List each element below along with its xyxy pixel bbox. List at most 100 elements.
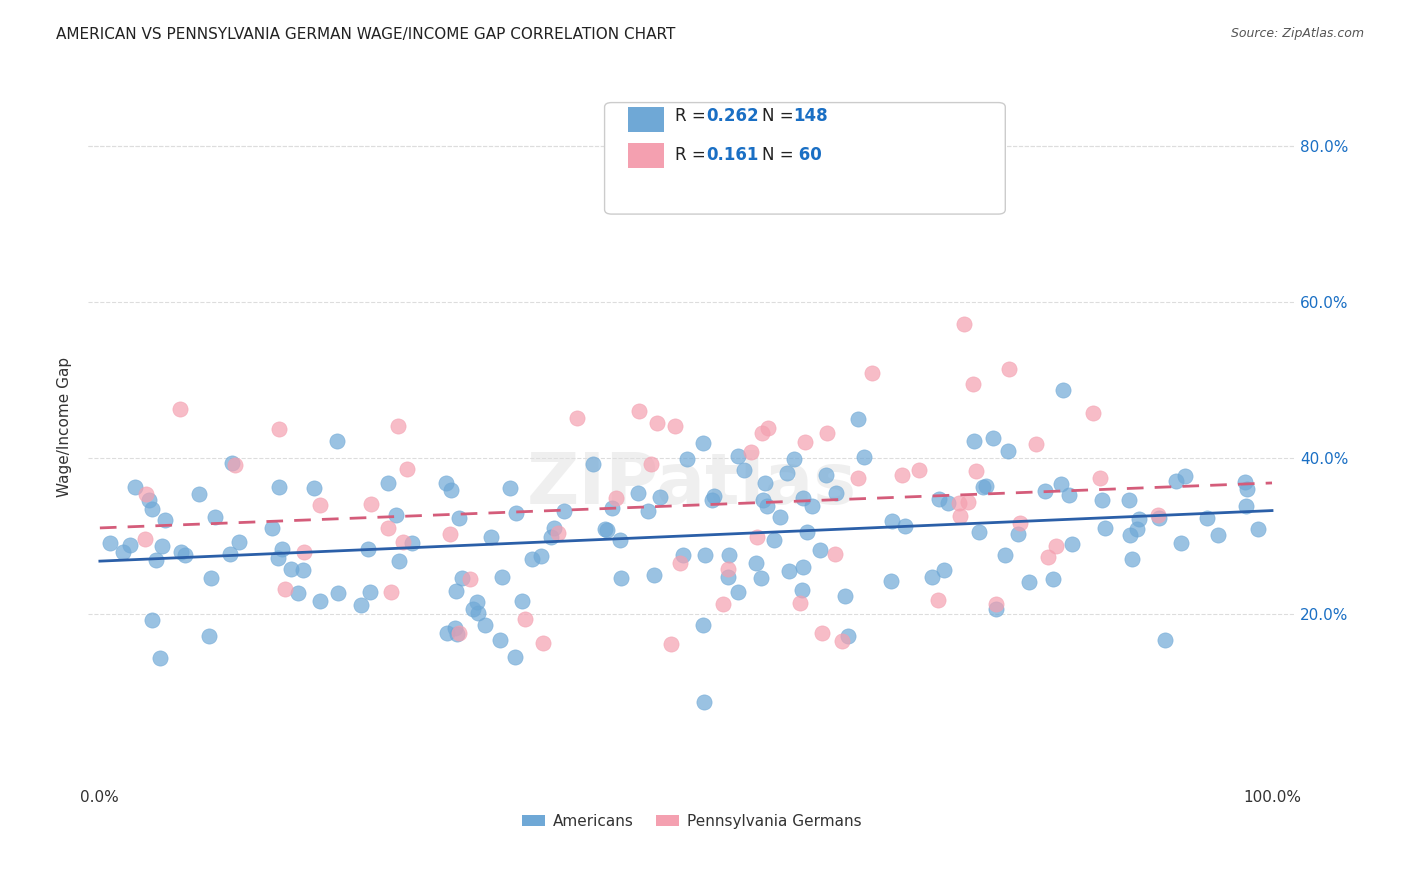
- Point: [1246, 522, 1268, 536]
- Point: [145, 553, 167, 567]
- Point: [219, 547, 242, 561]
- Point: [1119, 528, 1142, 542]
- Point: [794, 435, 817, 450]
- Point: [711, 598, 734, 612]
- Point: [124, 480, 146, 494]
- Point: [789, 596, 811, 610]
- Point: [439, 526, 461, 541]
- Point: [778, 565, 800, 579]
- Point: [461, 602, 484, 616]
- Point: [228, 535, 250, 549]
- Point: [908, 463, 931, 477]
- Point: [460, 572, 482, 586]
- Point: [949, 508, 972, 523]
- Point: [350, 598, 373, 612]
- Point: [224, 458, 246, 472]
- Point: [309, 594, 332, 608]
- Point: [965, 464, 987, 478]
- Point: [510, 593, 533, 607]
- Point: [928, 491, 950, 506]
- Point: [994, 548, 1017, 562]
- Point: [543, 521, 565, 535]
- Point: [880, 514, 903, 528]
- Point: [815, 467, 838, 482]
- Point: [676, 452, 699, 467]
- Point: [446, 584, 468, 599]
- Point: [377, 475, 399, 490]
- Point: [1121, 551, 1143, 566]
- Point: [197, 629, 219, 643]
- Point: [304, 481, 326, 495]
- Point: [141, 501, 163, 516]
- Point: [749, 571, 772, 585]
- Point: [174, 548, 197, 562]
- Point: [967, 525, 990, 540]
- Point: [540, 530, 562, 544]
- Point: [498, 481, 520, 495]
- Point: [1018, 575, 1040, 590]
- Point: [169, 545, 191, 559]
- Text: ZIPatlas: ZIPatlas: [527, 450, 856, 518]
- Point: [747, 530, 769, 544]
- Point: [645, 416, 668, 430]
- Point: [465, 595, 488, 609]
- Point: [664, 419, 686, 434]
- Point: [440, 483, 463, 497]
- Point: [763, 533, 786, 547]
- Point: [451, 571, 474, 585]
- Point: [637, 504, 659, 518]
- Point: [1147, 510, 1170, 524]
- Point: [610, 571, 633, 585]
- Point: [972, 479, 994, 493]
- Point: [1010, 516, 1032, 530]
- Point: [380, 585, 402, 599]
- Point: [824, 547, 846, 561]
- Point: [377, 521, 399, 535]
- Point: [149, 651, 172, 665]
- Point: [600, 500, 623, 515]
- Point: [1164, 474, 1187, 488]
- Point: [834, 589, 856, 603]
- Point: [974, 478, 997, 492]
- Point: [609, 533, 631, 548]
- Point: [325, 434, 347, 448]
- Point: [1236, 482, 1258, 496]
- Point: [1170, 535, 1192, 549]
- Point: [553, 504, 575, 518]
- Point: [669, 557, 692, 571]
- Point: [280, 562, 302, 576]
- Point: [474, 618, 496, 632]
- Point: [957, 495, 980, 509]
- Point: [309, 498, 332, 512]
- Point: [643, 568, 665, 582]
- Point: [986, 597, 1008, 611]
- Point: [792, 491, 814, 505]
- Point: [693, 548, 716, 562]
- Point: [627, 404, 650, 418]
- Point: [436, 626, 458, 640]
- Point: [801, 499, 824, 513]
- Point: [1033, 483, 1056, 498]
- Point: [769, 510, 792, 524]
- Point: [1091, 492, 1114, 507]
- Point: [491, 569, 513, 583]
- Point: [1234, 499, 1257, 513]
- Point: [387, 419, 409, 434]
- Point: [1206, 528, 1229, 542]
- Point: [567, 411, 589, 425]
- Point: [700, 493, 723, 508]
- Point: [932, 563, 955, 577]
- Point: [595, 523, 617, 537]
- Point: [755, 499, 778, 513]
- Point: [520, 552, 543, 566]
- Point: [134, 532, 156, 546]
- Point: [169, 402, 191, 417]
- Point: [1094, 521, 1116, 535]
- Text: N =: N =: [762, 146, 799, 164]
- Point: [672, 548, 695, 562]
- Text: 0.161: 0.161: [706, 146, 758, 164]
- Point: [112, 545, 135, 559]
- Text: N =: N =: [762, 107, 799, 125]
- Point: [360, 497, 382, 511]
- Point: [927, 593, 949, 607]
